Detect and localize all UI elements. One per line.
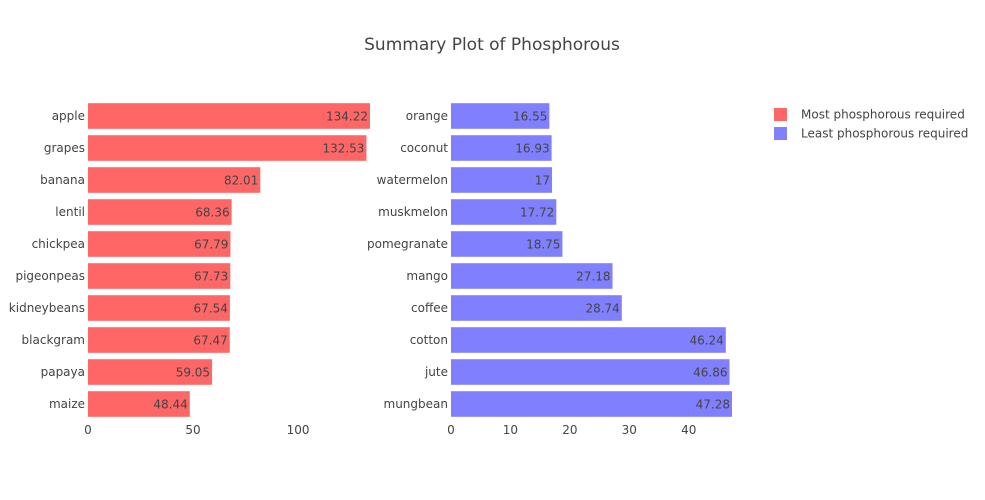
least-category-label: jute: [424, 365, 448, 379]
least-bar-cotton: [451, 327, 726, 353]
most-x-tick-label: 50: [185, 423, 200, 437]
most-value-label: 68.36: [195, 206, 229, 220]
most-value-label: 67.73: [194, 270, 228, 284]
least-category-label: cotton: [410, 333, 448, 347]
right-panel: orange 16.55 coconut 16.93 watermelon 17 muskm…: [367, 103, 732, 437]
least-bar-coffee: [451, 295, 622, 321]
least-x-tick-label: 10: [503, 423, 518, 437]
most-bar-kidneybeans: [88, 295, 230, 321]
least-category-label: pomegranate: [367, 237, 448, 251]
least-category-label: mungbean: [384, 397, 448, 411]
least-value-label: 17: [535, 174, 550, 188]
most-bar-apple: [88, 103, 370, 129]
most-category-label: chickpea: [32, 237, 85, 251]
most-category-label: kidneybeans: [9, 301, 85, 315]
most-value-label: 67.79: [194, 238, 228, 252]
least-category-label: mango: [406, 269, 448, 283]
least-bar-orange: [451, 103, 550, 129]
most-value-label: 48.44: [153, 398, 187, 412]
least-value-label: 16.93: [515, 142, 549, 156]
least-bar-pomegranate: [451, 231, 563, 257]
least-bar-mango: [451, 263, 613, 289]
most-bar-banana: [88, 167, 261, 193]
most-x-tick-label: 100: [287, 423, 310, 437]
most-category-label: pigeonpeas: [15, 269, 85, 283]
most-value-label: 132.53: [322, 142, 364, 156]
most-category-label: lentil: [55, 205, 85, 219]
most-category-label: blackgram: [22, 333, 85, 347]
least-bar-muskmelon: [451, 199, 557, 225]
least-value-label: 17.72: [520, 206, 554, 220]
least-bar-jute: [451, 359, 730, 385]
most-category-label: papaya: [41, 365, 85, 379]
least-value-label: 46.86: [693, 366, 727, 380]
most-bar-grapes: [88, 135, 367, 161]
most-value-label: 67.54: [194, 302, 228, 316]
least-value-label: 28.74: [585, 302, 619, 316]
most-value-label: 59.05: [176, 366, 210, 380]
most-category-label: banana: [40, 173, 85, 187]
least-category-label: coffee: [411, 301, 448, 315]
legend-label-least: Least phosphorous required: [801, 127, 968, 141]
most-category-label: grapes: [44, 141, 85, 155]
least-x-tick-label: 20: [562, 423, 577, 437]
most-category-label: maize: [49, 397, 85, 411]
least-category-label: muskmelon: [378, 205, 448, 219]
chart-title: Summary Plot of Phosphorous: [364, 35, 620, 55]
most-category-label: apple: [52, 109, 85, 123]
least-value-label: 16.55: [513, 110, 547, 124]
least-value-label: 18.75: [526, 238, 560, 252]
most-value-label: 134.22: [326, 110, 368, 124]
legend-swatch-least: [774, 127, 787, 140]
least-bar-mungbean: [451, 391, 732, 417]
least-bar-watermelon: [451, 167, 553, 193]
most-bar-blackgram: [88, 327, 230, 353]
most-bar-chickpea: [88, 231, 231, 257]
most-bar-maize: [88, 391, 190, 417]
least-x-tick-label: 0: [447, 423, 455, 437]
left-panel: apple 134.22 grapes 132.53 banana 82.01 lentil…: [9, 103, 370, 437]
least-value-label: 46.24: [689, 334, 723, 348]
least-category-label: watermelon: [377, 173, 448, 187]
least-value-label: 27.18: [576, 270, 610, 284]
least-category-label: orange: [406, 109, 448, 123]
most-bar-papaya: [88, 359, 213, 385]
most-bar-lentil: [88, 199, 232, 225]
most-bar-pigeonpeas: [88, 263, 231, 289]
most-x-tick-label: 0: [84, 423, 92, 437]
least-category-label: coconut: [400, 141, 448, 155]
least-x-tick-label: 40: [681, 423, 696, 437]
least-x-tick-label: 30: [622, 423, 637, 437]
legend-label-most: Most phosphorous required: [801, 108, 965, 122]
least-value-label: 47.28: [696, 398, 730, 412]
most-value-label: 82.01: [224, 174, 258, 188]
most-value-label: 67.47: [193, 334, 227, 348]
legend-swatch-most: [774, 108, 787, 121]
least-bar-coconut: [451, 135, 552, 161]
legend: Most phosphorous required Least phosphor…: [774, 108, 968, 141]
